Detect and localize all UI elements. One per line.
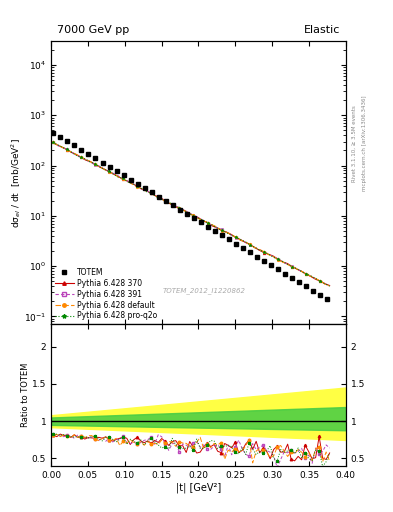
TOTEM <box>107 164 112 170</box>
TOTEM <box>135 181 140 187</box>
Text: 7000 GeV pp: 7000 GeV pp <box>57 25 129 35</box>
TOTEM <box>128 177 133 183</box>
TOTEM <box>283 270 288 276</box>
Text: TOTEM_2012_I1220862: TOTEM_2012_I1220862 <box>163 287 246 294</box>
TOTEM <box>86 151 91 157</box>
TOTEM <box>318 292 323 298</box>
TOTEM <box>100 159 105 165</box>
TOTEM <box>79 146 84 153</box>
Text: Elastic: Elastic <box>303 25 340 35</box>
TOTEM <box>220 232 224 238</box>
Y-axis label: dσ$_{el}$ / dt  [mb/GeV$^2$]: dσ$_{el}$ / dt [mb/GeV$^2$] <box>9 138 22 227</box>
TOTEM <box>262 258 266 264</box>
TOTEM <box>227 237 231 243</box>
TOTEM <box>304 283 309 289</box>
Legend: TOTEM, Pythia 6.428 370, Pythia 6.428 391, Pythia 6.428 default, Pythia 6.428 pr: TOTEM, Pythia 6.428 370, Pythia 6.428 39… <box>55 268 157 321</box>
TOTEM <box>290 275 295 281</box>
TOTEM <box>163 198 168 204</box>
TOTEM <box>114 168 119 174</box>
TOTEM <box>142 185 147 191</box>
TOTEM <box>248 249 252 255</box>
TOTEM <box>184 211 189 217</box>
TOTEM <box>191 215 196 221</box>
Text: Rivet 3.1.10, ≥ 3.5M events: Rivet 3.1.10, ≥ 3.5M events <box>352 105 357 182</box>
TOTEM <box>121 172 126 178</box>
TOTEM <box>51 130 56 136</box>
TOTEM <box>241 245 246 251</box>
TOTEM <box>269 262 274 268</box>
Y-axis label: Ratio to TOTEM: Ratio to TOTEM <box>22 363 31 428</box>
X-axis label: |t| [GeV²]: |t| [GeV²] <box>176 482 221 493</box>
TOTEM <box>65 138 70 144</box>
TOTEM <box>234 241 239 247</box>
TOTEM <box>311 288 316 294</box>
TOTEM <box>149 189 154 196</box>
TOTEM <box>276 266 281 272</box>
TOTEM <box>171 202 175 208</box>
Line: TOTEM: TOTEM <box>51 130 330 302</box>
TOTEM <box>178 206 182 212</box>
TOTEM <box>213 228 217 234</box>
TOTEM <box>206 224 210 230</box>
TOTEM <box>93 155 98 161</box>
TOTEM <box>255 253 259 260</box>
TOTEM <box>297 279 302 285</box>
TOTEM <box>325 296 330 302</box>
Text: mcplots.cern.ch [arXiv:1306.3436]: mcplots.cern.ch [arXiv:1306.3436] <box>362 96 367 191</box>
TOTEM <box>72 142 77 148</box>
TOTEM <box>156 194 161 200</box>
TOTEM <box>198 219 203 225</box>
TOTEM <box>58 134 63 140</box>
